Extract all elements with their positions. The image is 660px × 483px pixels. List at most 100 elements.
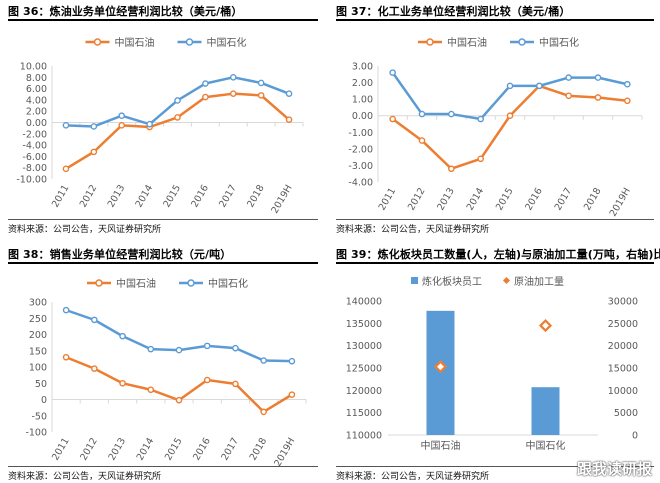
x-tick-label: 2011 <box>50 183 72 209</box>
y-tick-label: -100 <box>25 428 47 439</box>
y2-tick-label: 10000 <box>608 386 638 397</box>
data-point-sinopec <box>389 69 396 76</box>
data-point-sinopec <box>146 120 153 128</box>
data-point-petrochina <box>203 376 211 384</box>
data-point-petrochina <box>260 408 267 416</box>
data-point-sinopec <box>174 97 181 104</box>
series-line-petrochina <box>391 84 628 170</box>
data-point-sinopec <box>536 82 543 90</box>
data-point-petrochina <box>506 112 514 120</box>
y-tick-label: 3.00 <box>352 62 373 73</box>
data-point-petrochina <box>285 116 293 123</box>
data-point-petrochina <box>389 115 396 123</box>
series-line-sinopec <box>65 308 292 363</box>
x-tick-label: 2019H <box>608 186 633 219</box>
data-point-petrochina <box>90 148 98 156</box>
legend-swatch-bar <box>411 277 418 284</box>
y2-tick-label: 20000 <box>608 341 638 352</box>
watermark: 跟我读研报 <box>576 460 652 478</box>
data-point-sinopec <box>288 357 296 365</box>
x-tick-label: 2016 <box>189 183 211 209</box>
x-tick-label: 2018 <box>582 186 604 212</box>
data-point-sinopec <box>260 357 267 364</box>
source-note: 资料来源：公司公告，天风证券研究所 <box>336 472 490 482</box>
y-tick-label: 0.00 <box>26 118 47 129</box>
title-rule <box>336 262 654 264</box>
x-tick-label: 2013 <box>106 183 128 209</box>
y-tick-label: -4.00 <box>348 178 373 189</box>
chart-fig36: 中国石油 中国石化 -10.00-8.00-6.00-4.00-2.000.002.… <box>16 36 304 216</box>
data-point-petrochina <box>232 380 239 388</box>
y-tick-label: 115000 <box>346 408 382 419</box>
data-point-petrochina <box>147 386 155 394</box>
source-rule <box>336 219 654 220</box>
y-tick-label: 2.00 <box>26 107 47 118</box>
x-tick-label: 中国石油 <box>421 439 461 452</box>
x-tick-label: 2012 <box>78 436 100 462</box>
data-point-petrochina <box>202 93 209 101</box>
source-note: 资料来源：公司公告，天风证券研究所 <box>336 225 490 235</box>
y-tick-label: 6.00 <box>26 84 47 95</box>
y-tick-label: -3.00 <box>348 161 373 172</box>
y2-tick-label: 0 <box>632 431 638 442</box>
data-point-petrochina <box>62 353 70 361</box>
data-point-petrochina <box>448 165 455 173</box>
legend-swatch-marker <box>426 38 434 46</box>
legend-label: 中国石油 <box>447 36 487 49</box>
y-tick-label: 4.00 <box>26 95 47 106</box>
series-line-petrochina <box>65 356 293 414</box>
chart-title: 图 38：销售业务单位经营利润比较（元/吨） <box>8 248 232 261</box>
data-point-sinopec <box>257 79 265 87</box>
data-point-sinopec <box>594 74 602 81</box>
y-tick-label: 1.00 <box>352 95 373 106</box>
panel-fig39: 图 39：炼化板块员工数量(人，左轴)与原油加工量(万吨，右轴)比较 炼化板块员… <box>336 246 660 482</box>
y2-tick-label: 5000 <box>614 408 638 419</box>
legend-swatch-marker <box>518 38 526 46</box>
x-tick-label: 2014 <box>135 436 157 462</box>
legend-label: 炼化板块员工 <box>422 275 482 288</box>
y-tick-label: -50 <box>31 411 47 422</box>
chart-fig38: 中国石油 中国石化 -100 -50 0 50 100 150 200 250 300 2011 201… <box>25 277 307 469</box>
x-tick-label: 2017 <box>553 186 575 212</box>
legend-label: 原油加工量 <box>514 275 564 288</box>
data-point-sinopec <box>119 332 126 340</box>
y-tick-label: -1.00 <box>348 128 373 139</box>
source-rule <box>8 219 318 220</box>
x-tick-label: 2014 <box>134 183 156 209</box>
data-point-petrochina <box>118 122 126 129</box>
y-tick-label: 120000 <box>346 386 382 397</box>
x-tick-label: 中国石化 <box>526 439 566 452</box>
x-tick-label: 2012 <box>406 186 428 212</box>
y-tick-label: 8.00 <box>26 73 47 84</box>
y-tick-label: -2.00 <box>348 144 373 155</box>
data-point-petrochina <box>565 92 572 100</box>
x-tick-label: 2013 <box>435 186 457 212</box>
data-point-sinopec <box>624 80 631 88</box>
series-line-sinopec <box>391 71 628 121</box>
panel-fig36: 图 36：炼油业务单位经营利润比较（美元/桶） 中国石油 中国石化 -10.00 -8… <box>8 3 318 235</box>
data-point-sinopec <box>565 74 572 81</box>
chart-title: 图 39：炼化板块员工数量(人，左轴)与原油加工量(万吨，右轴)比较 <box>336 248 660 261</box>
legend-label: 中国石化 <box>539 36 579 49</box>
y2-tick-label: 25000 <box>608 319 638 330</box>
panel-fig38: 图 38：销售业务单位经营利润比较（元/吨） 中国石油 中国石化 -100 -50 0 5… <box>8 246 318 482</box>
chart-title: 图 37：化工业务单位经营利润比较（美元/桶） <box>336 5 571 18</box>
data-point-sinopec <box>229 74 237 81</box>
data-point-sinopec <box>506 82 514 90</box>
data-point-sinopec <box>202 80 209 87</box>
y-tick-label: 300 <box>29 298 47 309</box>
y-tick-label: 130000 <box>346 341 382 352</box>
title-rule <box>8 262 318 264</box>
x-tick-label: 2011 <box>377 186 399 212</box>
y-tick-label: 125000 <box>346 364 382 375</box>
legend-swatch-marker <box>95 279 103 287</box>
data-point-sinopec <box>477 115 484 123</box>
data-point-petrochina <box>477 155 484 163</box>
data-point-petrochina <box>91 365 98 372</box>
y-tick-label: 135000 <box>346 319 382 330</box>
y-tick-label: 10.00 <box>20 62 47 73</box>
series-line-petrochina <box>65 92 290 170</box>
legend-swatch-marker <box>185 38 194 46</box>
legend-label: 中国石化 <box>207 36 247 49</box>
x-tick-label: 2015 <box>163 436 185 462</box>
